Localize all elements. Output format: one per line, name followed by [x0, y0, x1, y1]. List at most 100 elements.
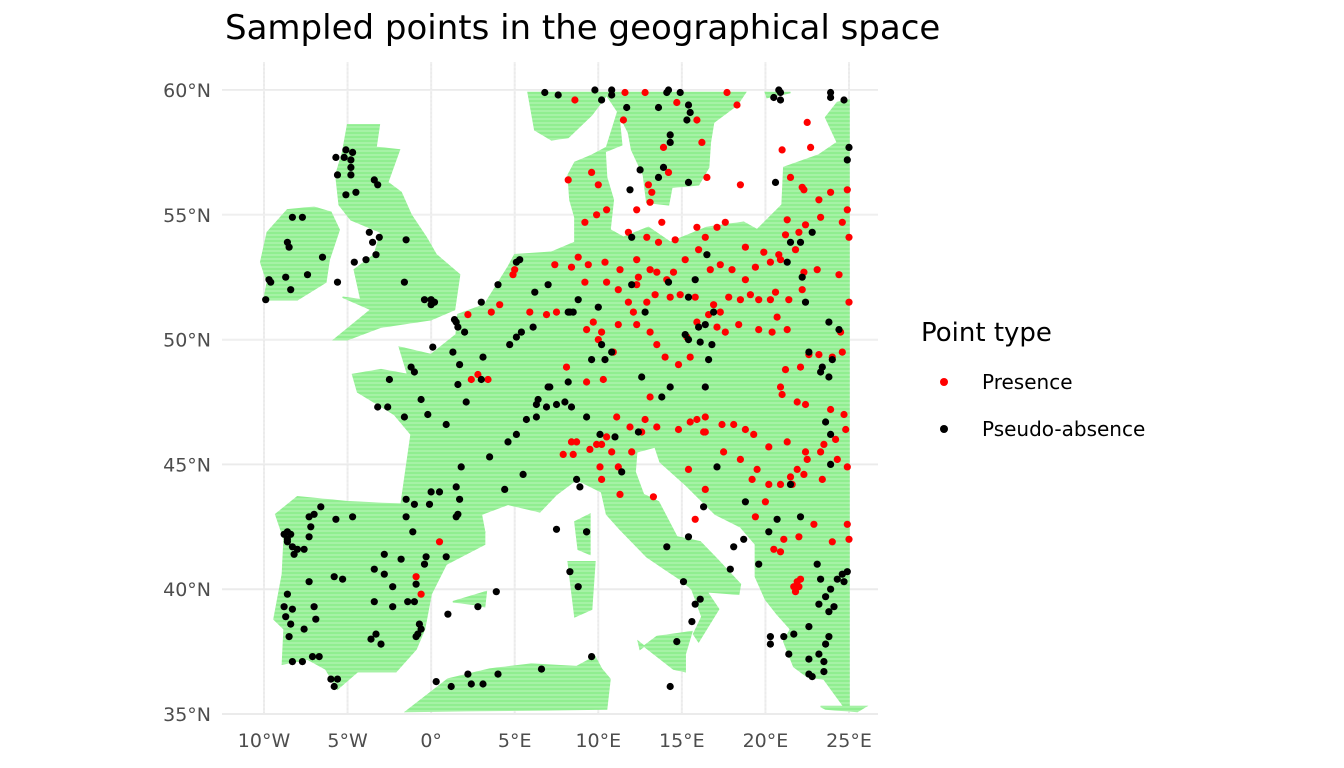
- presence-point: [827, 405, 835, 414]
- presence-point: [713, 323, 721, 331]
- pseudo-absence-point: [512, 430, 521, 438]
- pseudo-absence-point: [544, 281, 552, 289]
- pseudo-absence-point: [412, 633, 420, 641]
- pseudo-absence-point: [686, 108, 694, 117]
- presence-point: [735, 321, 743, 329]
- pseudo-absence-point: [400, 278, 408, 286]
- presence-point: [603, 433, 611, 441]
- x-tick-label: 5°W: [327, 730, 368, 752]
- legend-key-pseudo-absence: [921, 405, 961, 452]
- pseudo-absence-point: [479, 353, 487, 361]
- pseudo-absence-point: [479, 680, 487, 688]
- pseudo-absence-point: [673, 638, 681, 646]
- pseudo-absence-point: [825, 373, 833, 381]
- pseudo-absence-point: [780, 633, 788, 641]
- pseudo-absence-point: [370, 176, 378, 184]
- presence-point: [835, 271, 843, 279]
- presence-point: [686, 353, 694, 361]
- pseudo-absence-point: [730, 543, 738, 551]
- presence-point: [751, 263, 760, 271]
- pseudo-absence-point: [825, 608, 833, 616]
- pseudo-absence-point: [432, 678, 440, 686]
- land-polygon: [820, 705, 869, 713]
- legend-label-presence: Presence: [982, 369, 1073, 394]
- pseudo-absence-point: [380, 550, 388, 558]
- presence-point: [674, 425, 683, 434]
- pseudo-absence-point: [626, 186, 634, 194]
- presence-point: [771, 288, 780, 296]
- presence-point: [658, 218, 666, 226]
- legend: Point type Presence Pseudo-absence: [921, 318, 1145, 452]
- pseudo-absence-point: [369, 238, 377, 246]
- pseudo-absence-point: [843, 568, 851, 576]
- presence-point: [803, 118, 811, 126]
- pseudo-absence-point: [608, 86, 616, 94]
- pseudo-absence-point: [542, 403, 551, 411]
- presence-point: [573, 438, 581, 446]
- pseudo-absence-point: [688, 618, 696, 626]
- pseudo-absence-point: [567, 403, 576, 411]
- pseudo-absence-point: [486, 453, 494, 461]
- pseudo-absence-point: [372, 251, 380, 259]
- presence-point: [616, 266, 624, 274]
- presence-point: [790, 583, 798, 591]
- pseudo-absence-point: [531, 288, 539, 296]
- pseudo-absence-point: [659, 163, 668, 171]
- presence-point: [693, 223, 701, 231]
- pseudo-absence-point: [330, 682, 338, 691]
- pseudo-absence-point: [477, 298, 485, 306]
- presence-point: [571, 96, 579, 104]
- pseudo-absence-point: [700, 503, 708, 511]
- pseudo-absence-point: [827, 460, 835, 468]
- pseudo-absence-point: [442, 420, 450, 429]
- x-tick-label: 10°E: [575, 730, 621, 752]
- pseudo-absence-point: [611, 433, 619, 441]
- pseudo-absence-point: [786, 480, 795, 488]
- x-tick-label: 15°E: [659, 730, 705, 752]
- pseudo-absence-point: [312, 615, 320, 623]
- presence-point: [695, 246, 703, 254]
- pseudo-absence-point: [574, 583, 582, 591]
- pseudo-absence-point: [608, 348, 616, 356]
- pseudo-absence-point: [598, 341, 606, 349]
- presence-point: [827, 188, 835, 196]
- presence-point: [586, 445, 594, 453]
- presence-point: [593, 440, 601, 448]
- presence-point: [716, 261, 724, 269]
- pseudo-absence-point: [422, 553, 430, 561]
- pseudo-absence-point: [456, 361, 464, 369]
- pseudo-absence-point: [583, 528, 591, 536]
- presence-point: [646, 266, 654, 274]
- pseudo-absence-point: [805, 348, 813, 356]
- presence-point: [801, 448, 810, 456]
- presence-point: [832, 435, 840, 443]
- pseudo-absence-point: [755, 560, 763, 568]
- pseudo-absence-point: [332, 153, 340, 161]
- pseudo-absence-point: [679, 578, 688, 586]
- pseudo-absence-point: [283, 238, 291, 246]
- land-polygon: [527, 91, 747, 206]
- pseudo-absence-point: [494, 670, 502, 678]
- presence-point: [781, 231, 790, 239]
- pseudo-absence-point: [315, 653, 323, 661]
- presence-point: [778, 390, 786, 399]
- presence-point: [583, 326, 591, 334]
- pseudo-absence-point: [827, 93, 835, 102]
- presence-point: [653, 341, 661, 349]
- pseudo-absence-point: [569, 308, 577, 316]
- pseudo-absence-point: [561, 398, 569, 406]
- pseudo-absence-point: [666, 138, 674, 146]
- pseudo-absence-point: [808, 673, 816, 681]
- presence-point: [783, 216, 791, 224]
- pseudo-absence-point: [347, 163, 355, 171]
- presence-point: [653, 423, 661, 431]
- pseudo-absence-point: [504, 438, 512, 446]
- pseudo-absence-point: [300, 545, 308, 553]
- y-tick-label: 55°N: [163, 205, 211, 227]
- pseudo-absence-point: [288, 213, 296, 221]
- pseudo-absence-point: [283, 538, 291, 546]
- pseudo-absence-point: [288, 543, 296, 551]
- pseudo-absence-point: [773, 515, 781, 523]
- pseudo-absence-point: [830, 603, 838, 611]
- presence-point: [840, 410, 848, 419]
